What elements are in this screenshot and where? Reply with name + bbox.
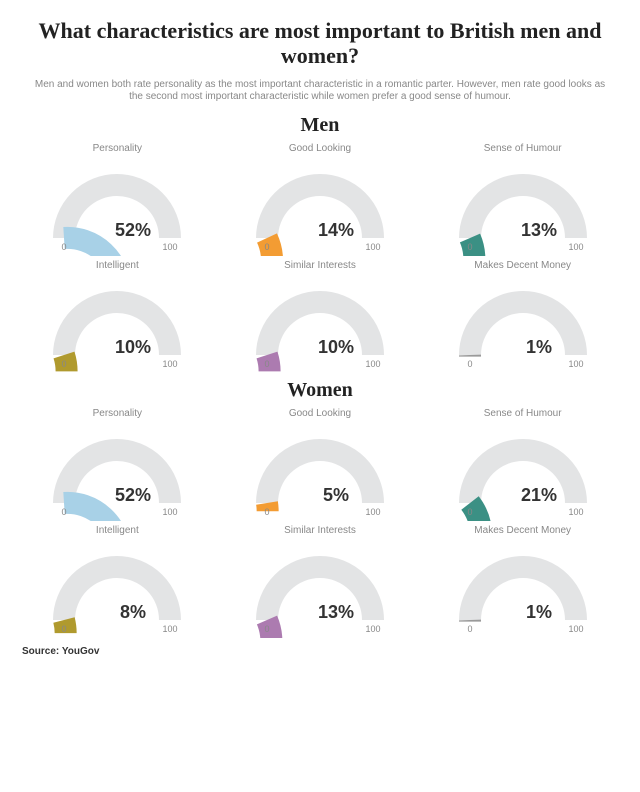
gauge-label: Good Looking (289, 408, 351, 419)
gauge-cell: Similar Interests 10% 0 100 (225, 260, 416, 373)
page-subtitle: Men and women both rate personality as t… (28, 79, 612, 104)
gauge-tick-max: 100 (365, 242, 380, 252)
gauge-cell: Intelligent 10% 0 100 (22, 260, 213, 373)
gauge-tick-min: 0 (264, 507, 269, 517)
gauge-track (470, 567, 576, 620)
gauge-chart: 8% 0 100 (27, 538, 207, 638)
gauge-tick-min: 0 (62, 242, 67, 252)
gauge-tick-max: 100 (365, 359, 380, 369)
gauge-label: Makes Decent Money (474, 525, 571, 536)
gauge-cell: Similar Interests 13% 0 100 (225, 525, 416, 638)
gauge-tick-max: 100 (163, 359, 178, 369)
gauge-chart: 1% 0 100 (433, 273, 613, 373)
gauge-tick-min: 0 (467, 359, 472, 369)
gauge-tick-max: 100 (163, 242, 178, 252)
gauge-label: Intelligent (96, 525, 139, 536)
gauge-value-text: 52% (115, 220, 151, 240)
gauge-tick-min: 0 (62, 624, 67, 634)
gauge-label: Personality (93, 408, 142, 419)
gauge-chart: 13% 0 100 (230, 538, 410, 638)
source-text: Source: YouGov (22, 646, 618, 657)
gauge-tick-max: 100 (568, 507, 583, 517)
gauge-tick-max: 100 (163, 624, 178, 634)
gauge-track (470, 302, 576, 355)
gauge-label: Similar Interests (284, 260, 356, 271)
gauge-grid-women: Personality 52% 0 100 Good Looking 5% 0 … (22, 408, 618, 638)
gauge-track (64, 567, 170, 620)
gauge-label: Personality (93, 143, 142, 154)
gauge-chart: 52% 0 100 (27, 421, 207, 521)
gauge-cell: Makes Decent Money 1% 0 100 (427, 260, 618, 373)
gauge-label: Sense of Humour (484, 143, 562, 154)
gauge-tick-max: 100 (568, 624, 583, 634)
gauge-cell: Personality 52% 0 100 (22, 143, 213, 256)
gauge-fill (64, 237, 120, 255)
gauge-tick-min: 0 (62, 507, 67, 517)
gauge-grid-men: Personality 52% 0 100 Good Looking 14% 0… (22, 143, 618, 373)
gauge-tick-min: 0 (467, 507, 472, 517)
section-title-men: Men (22, 114, 618, 137)
gauge-chart: 52% 0 100 (27, 156, 207, 256)
gauge-tick-max: 100 (163, 507, 178, 517)
gauge-value-text: 52% (115, 485, 151, 505)
section-title-women: Women (22, 379, 618, 402)
gauge-chart: 21% 0 100 (433, 421, 613, 521)
gauge-value-text: 1% (526, 337, 552, 357)
gauge-cell: Sense of Humour 21% 0 100 (427, 408, 618, 521)
gauge-value-text: 1% (526, 602, 552, 622)
page-title: What characteristics are most important … (22, 18, 618, 69)
gauge-value-text: 5% (323, 485, 349, 505)
gauge-value-text: 10% (318, 337, 354, 357)
gauge-value-text: 8% (120, 602, 146, 622)
gauge-value-text: 21% (521, 485, 557, 505)
gauge-value-text: 13% (318, 602, 354, 622)
gauge-chart: 5% 0 100 (230, 421, 410, 521)
gauge-tick-max: 100 (568, 242, 583, 252)
gauge-cell: Makes Decent Money 1% 0 100 (427, 525, 618, 638)
gauge-label: Similar Interests (284, 525, 356, 536)
gauge-tick-max: 100 (365, 624, 380, 634)
gauge-tick-max: 100 (568, 359, 583, 369)
gauge-tick-min: 0 (467, 624, 472, 634)
gauge-label: Makes Decent Money (474, 260, 571, 271)
gauge-tick-min: 0 (62, 359, 67, 369)
gauge-cell: Personality 52% 0 100 (22, 408, 213, 521)
gauge-cell: Good Looking 14% 0 100 (225, 143, 416, 256)
gauge-cell: Sense of Humour 13% 0 100 (427, 143, 618, 256)
gauge-cell: Intelligent 8% 0 100 (22, 525, 213, 638)
gauge-chart: 13% 0 100 (433, 156, 613, 256)
gauge-label: Good Looking (289, 143, 351, 154)
gauge-label: Intelligent (96, 260, 139, 271)
gauge-chart: 14% 0 100 (230, 156, 410, 256)
gauge-tick-min: 0 (264, 359, 269, 369)
gauge-tick-min: 0 (264, 242, 269, 252)
gauge-cell: Good Looking 5% 0 100 (225, 408, 416, 521)
gauge-value-text: 10% (115, 337, 151, 357)
gauge-fill (64, 502, 120, 520)
sections-container: Men Personality 52% 0 100 Good Looking 14… (22, 114, 618, 638)
gauge-tick-max: 100 (365, 507, 380, 517)
gauge-tick-min: 0 (467, 242, 472, 252)
gauge-tick-min: 0 (264, 624, 269, 634)
gauge-label: Sense of Humour (484, 408, 562, 419)
gauge-chart: 10% 0 100 (230, 273, 410, 373)
gauge-value-text: 14% (318, 220, 354, 240)
gauge-track (267, 450, 373, 503)
gauge-chart: 10% 0 100 (27, 273, 207, 373)
gauge-value-text: 13% (521, 220, 557, 240)
gauge-chart: 1% 0 100 (433, 538, 613, 638)
